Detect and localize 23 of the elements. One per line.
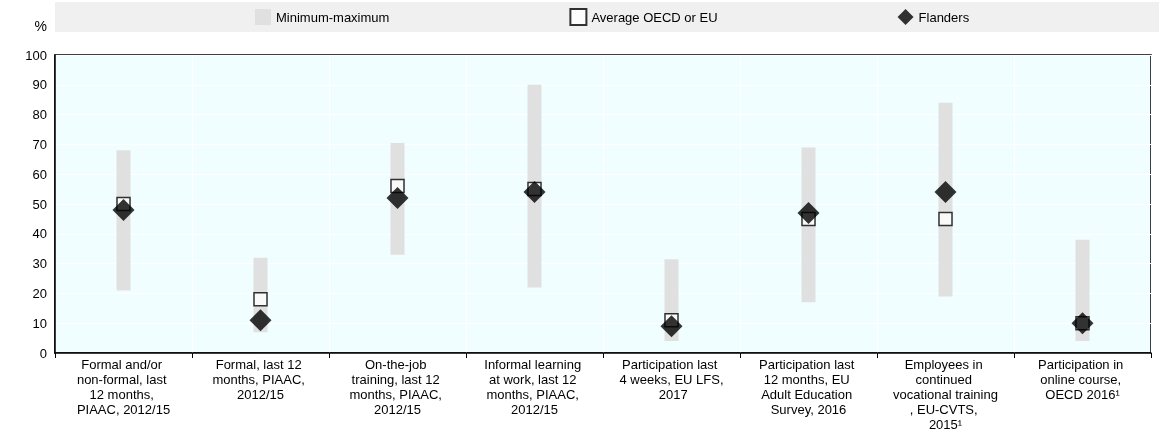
y-tick-label: 90 xyxy=(32,77,47,93)
x-tick-label: Participation last 12 months, EU Adult Education Survey, 2016 xyxy=(759,357,858,417)
legend-label: Flanders xyxy=(918,9,970,25)
x-tick-label: Formal, last 12 months, PIAAC, 2012/15 xyxy=(212,357,309,402)
y-tick-label: 40 xyxy=(32,226,47,242)
x-tick-label: Employees in continued vocational training, EU-CVTS, 2015¹ xyxy=(893,357,998,432)
y-tick-label: 10 xyxy=(32,315,47,331)
legend-label: Minimum-maximum xyxy=(276,9,390,25)
y-tick-label: 70 xyxy=(32,136,47,152)
y-tick-label: 80 xyxy=(32,107,47,123)
y-tick-label: 100 xyxy=(25,47,47,63)
x-tick-label: Informal learning at work, last 12 months, PIAAC, 2012/15 xyxy=(484,357,585,417)
y-tick-label: 0 xyxy=(39,345,47,361)
x-tick-label: Formal and/or non-formal, last 12 months, PIAAC, 2012/15 xyxy=(76,357,171,417)
y-tick-label: 20 xyxy=(32,285,47,301)
y-tick-label: 50 xyxy=(32,196,47,212)
x-tick-label: Participation last 4 weeks, EU LFS, 2017 xyxy=(619,357,724,402)
y-tick-label: 30 xyxy=(32,256,47,272)
x-tick-label: On-the-job training, last 12 months, PIAAC, 2012/15 xyxy=(349,357,446,417)
x-tick-label: Participation in online course, OECD 2016¹ xyxy=(1038,357,1127,402)
y-tick-label: 60 xyxy=(32,166,47,182)
legend-label: Average OECD or EU xyxy=(591,9,718,25)
y-axis-title: % xyxy=(34,18,47,34)
